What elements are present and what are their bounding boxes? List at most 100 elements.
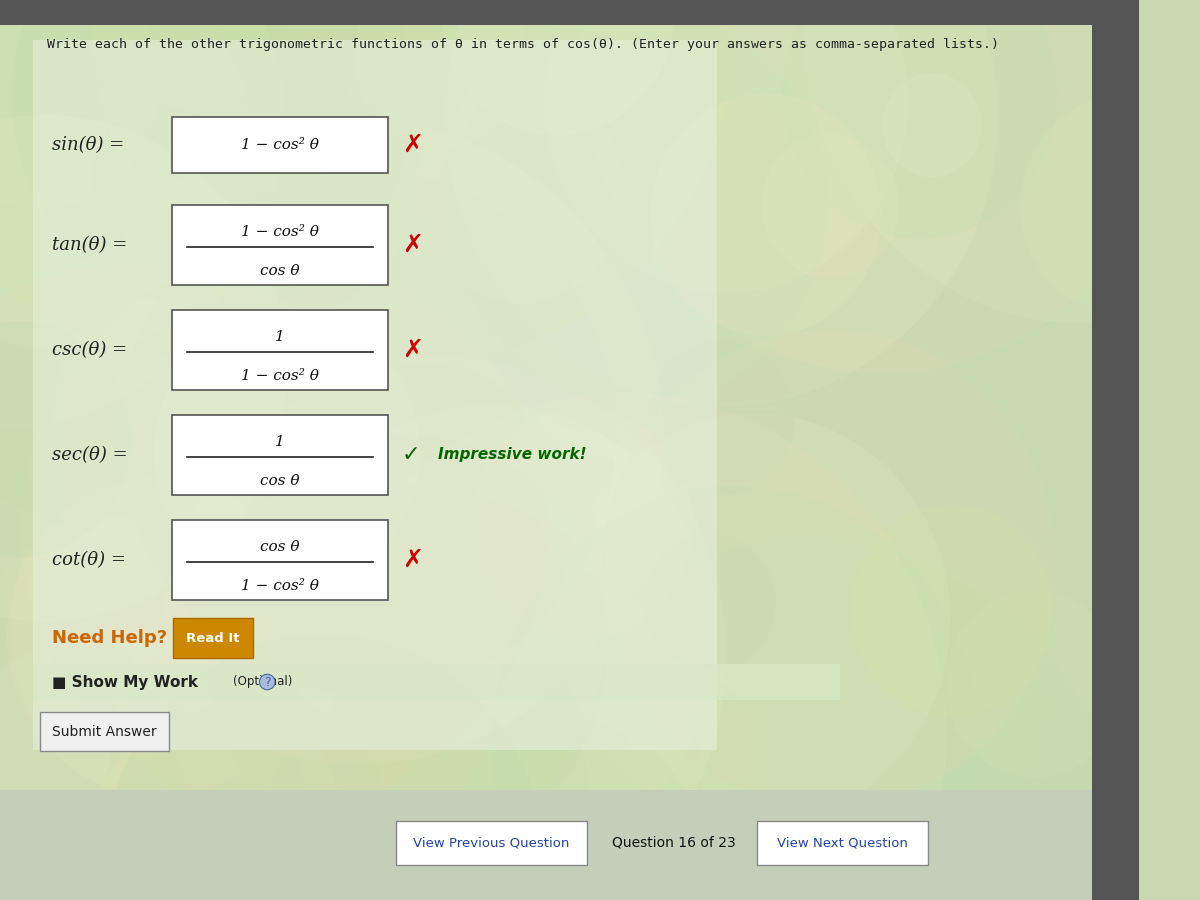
FancyBboxPatch shape	[172, 310, 389, 390]
Circle shape	[762, 133, 899, 278]
Text: ✓: ✓	[402, 445, 420, 465]
Circle shape	[12, 0, 414, 309]
Circle shape	[0, 264, 452, 900]
Circle shape	[0, 115, 287, 622]
Circle shape	[354, 0, 527, 148]
Circle shape	[92, 105, 229, 250]
Bar	[34, 40, 716, 750]
FancyBboxPatch shape	[172, 117, 389, 173]
Text: sin(θ) =: sin(θ) =	[53, 136, 125, 154]
Circle shape	[644, 533, 775, 671]
Circle shape	[83, 712, 364, 900]
Circle shape	[946, 591, 1123, 778]
Circle shape	[545, 0, 908, 293]
FancyBboxPatch shape	[757, 821, 929, 865]
FancyBboxPatch shape	[172, 205, 389, 285]
Text: Write each of the other trigonometric functions of θ in terms of cos(θ). (Enter : Write each of the other trigonometric fu…	[48, 38, 1000, 51]
Circle shape	[103, 634, 546, 900]
Circle shape	[491, 486, 979, 900]
Bar	[0, 790, 1139, 900]
Circle shape	[581, 0, 1186, 373]
Text: Submit Answer: Submit Answer	[52, 724, 157, 739]
Circle shape	[0, 0, 161, 209]
Circle shape	[7, 477, 311, 797]
Text: 1 − cos² θ: 1 − cos² θ	[241, 369, 319, 383]
Circle shape	[131, 694, 391, 900]
Circle shape	[445, 0, 998, 407]
Circle shape	[0, 0, 256, 428]
Circle shape	[299, 392, 947, 900]
Circle shape	[648, 341, 794, 495]
Circle shape	[313, 591, 690, 900]
Bar	[1092, 0, 1139, 900]
Text: cos θ: cos θ	[260, 264, 300, 278]
Circle shape	[472, 408, 692, 641]
Text: ✗: ✗	[402, 548, 422, 572]
Circle shape	[270, 404, 714, 871]
Text: 1: 1	[275, 330, 284, 344]
Text: 1 − cos² θ: 1 − cos² θ	[241, 138, 319, 152]
Circle shape	[650, 94, 881, 336]
FancyBboxPatch shape	[172, 415, 389, 495]
Circle shape	[92, 0, 736, 364]
Text: Impressive work!: Impressive work!	[438, 447, 587, 463]
Circle shape	[204, 435, 608, 860]
Text: Read It: Read It	[186, 632, 240, 644]
Circle shape	[22, 254, 547, 807]
Circle shape	[120, 172, 616, 694]
Text: sec(θ) =: sec(θ) =	[53, 446, 128, 464]
Text: tan(θ) =: tan(θ) =	[53, 236, 127, 254]
Circle shape	[160, 357, 726, 900]
Circle shape	[526, 303, 647, 431]
Circle shape	[590, 662, 774, 857]
Circle shape	[559, 413, 950, 825]
Circle shape	[0, 631, 352, 900]
Circle shape	[104, 557, 589, 900]
FancyBboxPatch shape	[40, 712, 169, 751]
Text: Question 16 of 23: Question 16 of 23	[612, 836, 736, 850]
Text: cos θ: cos θ	[260, 540, 300, 554]
Circle shape	[850, 604, 1048, 814]
Circle shape	[782, 0, 1058, 238]
Circle shape	[608, 0, 754, 147]
Circle shape	[154, 312, 420, 593]
Text: ■ Show My Work: ■ Show My Work	[53, 674, 198, 689]
Circle shape	[12, 418, 406, 833]
Text: View Previous Question: View Previous Question	[413, 836, 570, 850]
Text: cos θ: cos θ	[260, 474, 300, 488]
Text: View Next Question: View Next Question	[778, 836, 908, 850]
FancyBboxPatch shape	[396, 821, 587, 865]
Text: 1 − cos² θ: 1 − cos² θ	[241, 225, 319, 239]
Circle shape	[442, 0, 674, 136]
Text: csc(θ) =: csc(θ) =	[53, 341, 127, 359]
Circle shape	[602, 329, 1057, 809]
Circle shape	[0, 517, 294, 873]
Circle shape	[415, 84, 624, 303]
Bar	[34, 664, 840, 700]
Circle shape	[170, 0, 683, 314]
Circle shape	[1020, 95, 1200, 315]
Text: (Optional): (Optional)	[233, 676, 292, 688]
Circle shape	[451, 8, 828, 404]
Circle shape	[115, 487, 702, 900]
Text: ✗: ✗	[402, 133, 422, 157]
Text: ✗: ✗	[402, 233, 422, 257]
Circle shape	[0, 321, 131, 557]
Text: Need Help?: Need Help?	[53, 629, 167, 647]
FancyBboxPatch shape	[173, 618, 252, 658]
Text: ✗: ✗	[402, 338, 422, 362]
Circle shape	[803, 0, 1200, 323]
FancyBboxPatch shape	[172, 520, 389, 600]
Bar	[0, 0, 1139, 25]
Circle shape	[52, 120, 664, 765]
Circle shape	[0, 0, 401, 536]
Circle shape	[0, 0, 461, 356]
Text: 1 − cos² θ: 1 − cos² θ	[241, 579, 319, 593]
Circle shape	[851, 505, 1052, 717]
Circle shape	[626, 677, 758, 816]
Circle shape	[446, 720, 700, 900]
Circle shape	[100, 338, 610, 877]
Circle shape	[0, 0, 284, 351]
Text: cot(θ) =: cot(θ) =	[53, 551, 126, 569]
Circle shape	[482, 541, 1130, 900]
